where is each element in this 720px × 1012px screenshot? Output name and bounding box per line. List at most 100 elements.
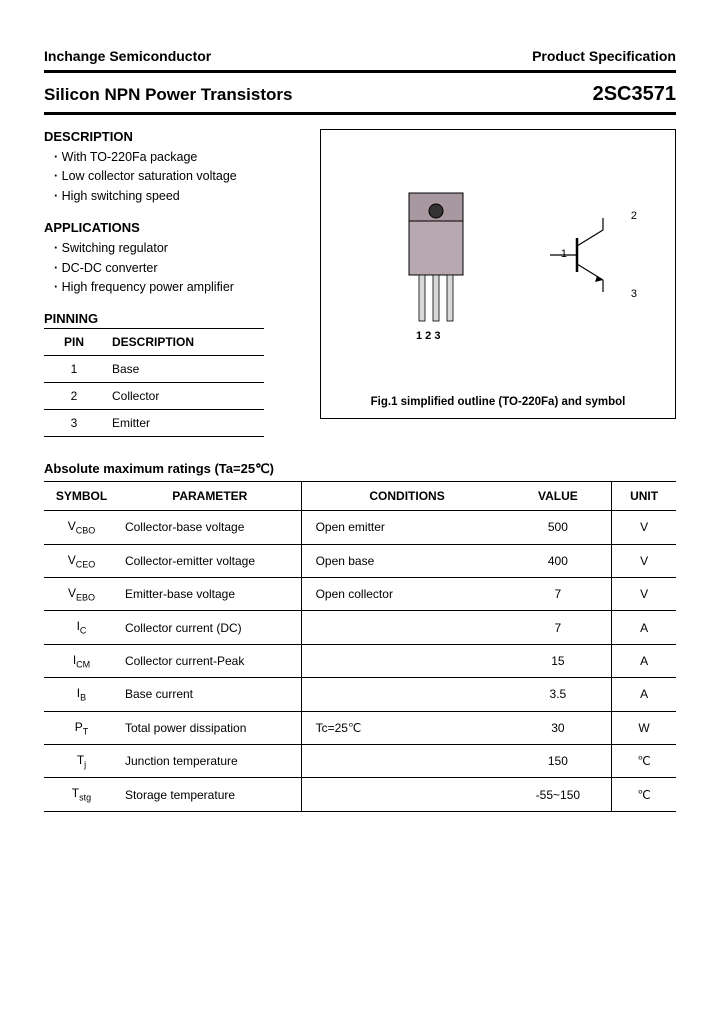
pinning-heading: PINNING — [44, 311, 304, 326]
symbol-cell: IB — [44, 678, 119, 711]
parameter-cell: Storage temperature — [119, 778, 301, 811]
conditions-cell — [301, 611, 505, 644]
list-item: Switching regulator — [54, 239, 304, 258]
pin-cell: 2 — [44, 383, 104, 410]
col-value: VALUE — [505, 482, 612, 511]
title-row: Silicon NPN Power Transistors 2SC3571 — [44, 83, 676, 112]
table-row: VCEOCollector-emitter voltageOpen base40… — [44, 544, 676, 577]
unit-cell: ℃ — [612, 744, 676, 777]
table-header-row: SYMBOL PARAMETER CONDITIONS VALUE UNIT — [44, 482, 676, 511]
pin-cell: 3 — [44, 410, 104, 437]
symbol-cell: ICM — [44, 644, 119, 677]
table-row: PTTotal power dissipationTc=25℃30W — [44, 711, 676, 744]
description-heading: DESCRIPTION — [44, 129, 304, 144]
unit-cell: W — [612, 711, 676, 744]
value-cell: 7 — [505, 611, 612, 644]
applications-heading: APPLICATIONS — [44, 220, 304, 235]
value-cell: -55~150 — [505, 778, 612, 811]
list-item: High switching speed — [54, 187, 304, 206]
parameter-cell: Collector-emitter voltage — [119, 544, 301, 577]
conditions-cell — [301, 744, 505, 777]
figure-caption: Fig.1 simplified outline (TO-220Fa) and … — [321, 396, 675, 408]
value-cell: 15 — [505, 644, 612, 677]
content-row: DESCRIPTION With TO-220Fa package Low co… — [44, 129, 676, 437]
value-cell: 500 — [505, 511, 612, 544]
table-row: VCBOCollector-base voltageOpen emitter50… — [44, 511, 676, 544]
transistor-symbol-icon — [545, 210, 635, 300]
left-column: DESCRIPTION With TO-220Fa package Low co… — [44, 129, 304, 437]
package-outline-icon — [391, 185, 481, 345]
col-pin-header: PIN — [44, 329, 104, 356]
symbol-cell: VCBO — [44, 511, 119, 544]
table-header-row: PIN DESCRIPTION — [44, 329, 264, 356]
list-item: Low collector saturation voltage — [54, 167, 304, 186]
symbol-cell: Tj — [44, 744, 119, 777]
value-cell: 7 — [505, 578, 612, 611]
applications-list: Switching regulator DC-DC converter High… — [44, 239, 304, 297]
col-symbol: SYMBOL — [44, 482, 119, 511]
right-column: 1 2 3 1 2 3 Fig.1 simplified outline (TO… — [320, 129, 676, 437]
value-cell: 3.5 — [505, 678, 612, 711]
parameter-cell: Collector current (DC) — [119, 611, 301, 644]
unit-cell: A — [612, 678, 676, 711]
symbol-cell: IC — [44, 611, 119, 644]
col-conditions: CONDITIONS — [301, 482, 505, 511]
top-header: Inchange Semiconductor Product Specifica… — [44, 48, 676, 68]
unit-cell: ℃ — [612, 778, 676, 811]
symbol-pin-3-label: 3 — [631, 288, 637, 300]
conditions-cell: Open collector — [301, 578, 505, 611]
table-row: 1 Base — [44, 356, 264, 383]
parameter-cell: Junction temperature — [119, 744, 301, 777]
conditions-cell: Open base — [301, 544, 505, 577]
unit-cell: V — [612, 544, 676, 577]
table-row: ICCollector current (DC) 7A — [44, 611, 676, 644]
parameter-cell: Total power dissipation — [119, 711, 301, 744]
conditions-cell — [301, 778, 505, 811]
table-row: ICMCollector current-Peak15A — [44, 644, 676, 677]
col-desc-header: DESCRIPTION — [104, 329, 264, 356]
value-cell: 150 — [505, 744, 612, 777]
parameter-cell: Collector current-Peak — [119, 644, 301, 677]
parameter-cell: Base current — [119, 678, 301, 711]
table-row: 3 Emitter — [44, 410, 264, 437]
table-row: IBBase current 3.5A — [44, 678, 676, 711]
col-parameter: PARAMETER — [119, 482, 301, 511]
table-row: VEBOEmitter-base voltageOpen collector7V — [44, 578, 676, 611]
doc-type: Product Specification — [532, 48, 676, 64]
value-cell: 30 — [505, 711, 612, 744]
table-row: TstgStorage temperature -55~150℃ — [44, 778, 676, 811]
pin-cell: 1 — [44, 356, 104, 383]
unit-cell: V — [612, 578, 676, 611]
list-item: High frequency power amplifier — [54, 278, 304, 297]
symbol-pin-2-label: 2 — [631, 210, 637, 222]
col-unit: UNIT — [612, 482, 676, 511]
part-number: 2SC3571 — [593, 83, 676, 106]
conditions-cell: Open emitter — [301, 511, 505, 544]
symbol-cell: VCEO — [44, 544, 119, 577]
description-list: With TO-220Fa package Low collector satu… — [44, 148, 304, 206]
desc-cell: Collector — [104, 383, 264, 410]
parameter-cell: Collector-base voltage — [119, 511, 301, 544]
unit-cell: V — [612, 511, 676, 544]
table-row: TjJunction temperature 150℃ — [44, 744, 676, 777]
parameter-cell: Emitter-base voltage — [119, 578, 301, 611]
conditions-cell — [301, 644, 505, 677]
symbol-pin-1-label: 1 — [561, 248, 567, 260]
table-row: 2 Collector — [44, 383, 264, 410]
package-pin-labels: 1 2 3 — [416, 330, 440, 342]
ratings-table: SYMBOL PARAMETER CONDITIONS VALUE UNIT V… — [44, 481, 676, 812]
conditions-cell: Tc=25℃ — [301, 711, 505, 744]
value-cell: 400 — [505, 544, 612, 577]
symbol-cell: Tstg — [44, 778, 119, 811]
desc-cell: Base — [104, 356, 264, 383]
figure-box: 1 2 3 1 2 3 Fig.1 simplified outline (TO… — [320, 129, 676, 419]
company-name: Inchange Semiconductor — [44, 48, 211, 64]
conditions-cell — [301, 678, 505, 711]
desc-cell: Emitter — [104, 410, 264, 437]
product-family: Silicon NPN Power Transistors — [44, 85, 292, 105]
list-item: DC-DC converter — [54, 259, 304, 278]
ratings-heading: Absolute maximum ratings (Ta=25℃) — [44, 461, 676, 477]
symbol-cell: VEBO — [44, 578, 119, 611]
header-rule — [44, 70, 676, 73]
unit-cell: A — [612, 611, 676, 644]
